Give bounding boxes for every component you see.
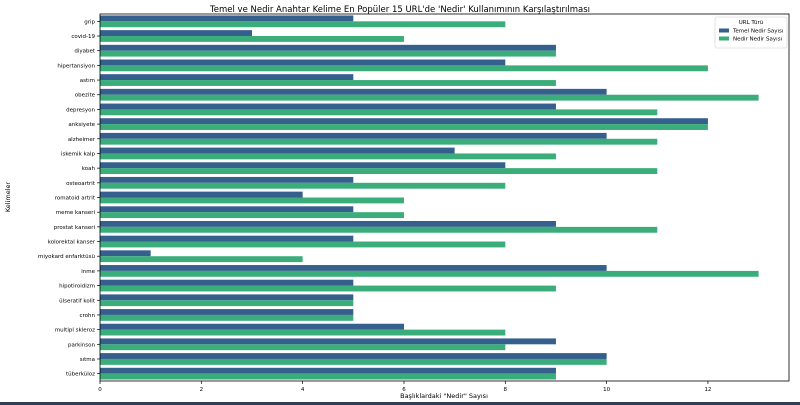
y-axis-label: Kelimeler bbox=[4, 181, 12, 212]
bar-temel bbox=[100, 74, 354, 81]
bars-layer bbox=[100, 15, 759, 380]
bar-temel bbox=[100, 235, 354, 242]
bar-temel bbox=[100, 176, 354, 183]
bar-nedir bbox=[100, 329, 506, 336]
bar-nedir bbox=[100, 285, 556, 292]
bar-nedir bbox=[100, 138, 658, 145]
bar-nedir bbox=[100, 153, 556, 160]
legend-swatch-temel bbox=[719, 28, 729, 33]
y-tick-label: meme kanseri bbox=[56, 210, 96, 216]
y-tick-label: tüberküloz bbox=[66, 372, 95, 378]
bar-nedir bbox=[100, 80, 556, 86]
bar-temel bbox=[100, 30, 252, 37]
bar-temel bbox=[100, 309, 354, 315]
x-axis-label: Başlıklardaki "Nedir" Sayısı bbox=[400, 392, 488, 400]
bar-nedir bbox=[100, 124, 708, 130]
x-tick-label: 8 bbox=[504, 387, 508, 393]
bar-temel bbox=[100, 294, 354, 301]
y-tick-label: koah bbox=[82, 166, 96, 172]
bar-nedir bbox=[100, 212, 404, 219]
bar-temel bbox=[100, 15, 354, 22]
bar-nedir bbox=[100, 300, 354, 307]
bar-nedir bbox=[100, 168, 658, 175]
x-tick-label: 4 bbox=[301, 387, 305, 393]
bar-temel bbox=[100, 59, 506, 66]
y-tick-label: romatoid artrit bbox=[55, 196, 96, 202]
bar-temel bbox=[100, 338, 556, 345]
x-tick-label: 2 bbox=[200, 387, 204, 393]
bottom-border bbox=[0, 402, 800, 405]
y-tick-label: grip bbox=[84, 19, 95, 25]
y-tick-label: iskemik kalp bbox=[61, 151, 96, 157]
bar-nedir bbox=[100, 50, 556, 57]
y-tick-label: anksiyete bbox=[68, 122, 95, 128]
bar-nedir bbox=[100, 197, 404, 204]
bar-temel bbox=[100, 44, 556, 51]
bar-temel bbox=[100, 279, 354, 286]
x-tick-label: 6 bbox=[402, 387, 406, 393]
y-tick-label: astım bbox=[80, 78, 95, 84]
y-tick-label: sıtma bbox=[80, 357, 95, 363]
bar-nedir bbox=[100, 358, 607, 365]
bar-nedir bbox=[100, 65, 708, 72]
bar-nedir bbox=[100, 344, 506, 351]
y-tick-label: ülseratif kolit bbox=[59, 298, 96, 304]
y-tick-label: alzheimer bbox=[68, 137, 96, 143]
y-tick-label: osteoartrit bbox=[66, 181, 96, 187]
bar-temel bbox=[100, 191, 303, 198]
y-tick-label: crohn bbox=[79, 313, 95, 319]
bar-nedir bbox=[100, 241, 506, 248]
bar-nedir bbox=[100, 270, 759, 277]
y-tick-label: parkinson bbox=[68, 342, 96, 348]
bar-temel bbox=[100, 132, 607, 139]
bar-nedir bbox=[100, 314, 354, 321]
y-tick-label: depresyon bbox=[66, 107, 95, 113]
bar-temel bbox=[100, 367, 556, 374]
bar-nedir bbox=[100, 36, 404, 42]
bar-nedir bbox=[100, 373, 556, 380]
bar-temel bbox=[100, 220, 556, 227]
y-tick-label: miyokard enfarktüsü bbox=[38, 254, 95, 260]
bar-temel bbox=[100, 147, 455, 154]
bar-nedir bbox=[100, 109, 658, 116]
y-tick-label: obezite bbox=[75, 93, 96, 99]
x-tick-label: 12 bbox=[704, 387, 711, 393]
y-tick-label: hipertansiyon bbox=[57, 63, 95, 69]
bar-nedir bbox=[100, 182, 506, 189]
legend-swatch-nedir bbox=[719, 36, 729, 41]
bar-nedir bbox=[100, 256, 303, 263]
chart-title: Temel ve Nedir Anahtar Kelime En Popüler… bbox=[209, 5, 590, 15]
legend-label-nedir: Nedir Nedir Sayısı bbox=[733, 37, 783, 43]
bar-nedir bbox=[100, 21, 506, 28]
legend-label-temel: Temel Nedir Sayısı bbox=[732, 29, 784, 35]
y-tick-labels: grip covid-19 diyabet hipertansiyon astım obe… bbox=[38, 19, 100, 378]
bar-temel bbox=[100, 118, 708, 125]
y-tick-label: diyabet bbox=[74, 49, 96, 55]
bar-temel bbox=[100, 353, 607, 359]
bar-temel bbox=[100, 162, 506, 169]
bar-temel bbox=[100, 103, 556, 110]
bar-nedir bbox=[100, 226, 658, 233]
y-tick-label: kolorektal kanser bbox=[48, 240, 96, 246]
bar-temel bbox=[100, 88, 607, 95]
legend-box bbox=[714, 16, 788, 49]
bar-temel bbox=[100, 206, 354, 213]
y-tick-label: hipotiroidizm bbox=[59, 284, 95, 290]
y-tick-label: prostat kanseri bbox=[54, 225, 96, 231]
bar-temel bbox=[100, 265, 607, 271]
legend-title: URL Türü bbox=[739, 20, 764, 26]
bar-nedir bbox=[100, 94, 759, 101]
legend: URL Türü Temel Nedir Sayısı Nedir Nedir … bbox=[714, 16, 788, 49]
x-tick-label: 10 bbox=[603, 387, 610, 393]
x-tick-label: 0 bbox=[98, 387, 102, 393]
bar-temel bbox=[100, 323, 404, 330]
y-tick-label: inme bbox=[81, 269, 95, 275]
bar-temel bbox=[100, 250, 151, 257]
y-tick-label: multipl skleroz bbox=[55, 328, 95, 334]
y-tick-label: covid-19 bbox=[71, 34, 95, 40]
x-tick-labels: 0 2 4 6 8 10 12 bbox=[98, 381, 711, 393]
